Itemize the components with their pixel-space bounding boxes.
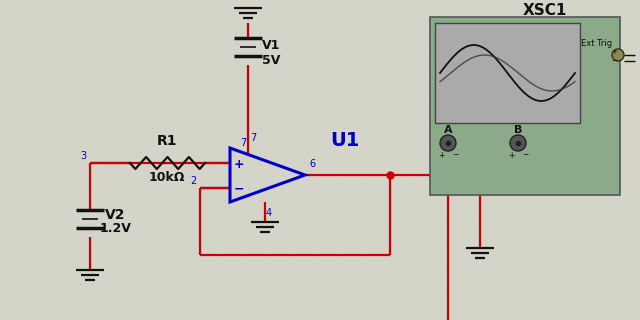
Bar (430, 17, 620, 195)
Text: 7: 7 (240, 138, 246, 148)
Text: 5V: 5V (262, 53, 280, 67)
Text: 4: 4 (266, 208, 272, 218)
Text: A: A (444, 125, 452, 135)
Text: −: − (452, 150, 458, 159)
Text: +: + (438, 150, 444, 159)
Text: +: + (508, 150, 515, 159)
Text: R1: R1 (157, 134, 177, 148)
Text: V1: V1 (262, 38, 280, 52)
Text: 10kΩ: 10kΩ (149, 171, 185, 183)
Text: 6: 6 (309, 159, 315, 169)
Text: Ext Trig: Ext Trig (581, 38, 612, 47)
Text: V2: V2 (105, 208, 125, 222)
Text: 7: 7 (250, 133, 256, 143)
Text: 3: 3 (80, 151, 86, 161)
Circle shape (440, 135, 456, 151)
Bar (435, 23, 580, 123)
Circle shape (612, 49, 624, 61)
Text: XSC1: XSC1 (523, 3, 567, 18)
Text: 1.2V: 1.2V (100, 221, 132, 235)
Circle shape (510, 135, 526, 151)
Text: −: − (234, 182, 244, 196)
Text: B: B (514, 125, 522, 135)
Text: +: + (234, 157, 244, 171)
Text: −: − (522, 150, 529, 159)
Text: −: − (611, 58, 617, 64)
Text: U1: U1 (330, 131, 360, 149)
Text: +: + (611, 49, 617, 55)
Text: 2: 2 (189, 176, 196, 186)
